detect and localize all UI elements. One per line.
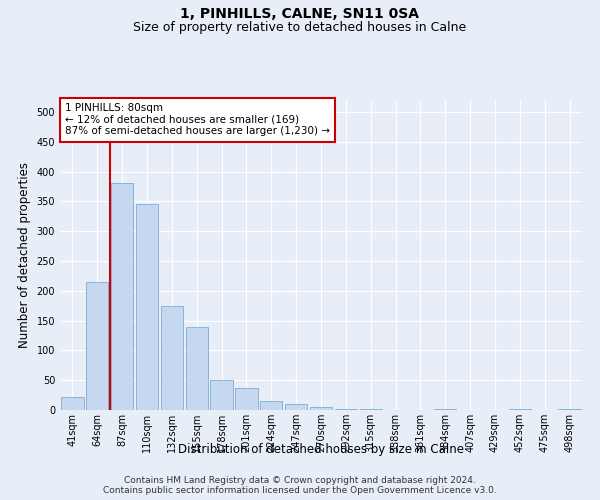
- Bar: [310, 407, 332, 410]
- Bar: [61, 397, 83, 410]
- Bar: [136, 204, 158, 410]
- Bar: [285, 404, 307, 410]
- Text: 1, PINHILLS, CALNE, SN11 0SA: 1, PINHILLS, CALNE, SN11 0SA: [181, 8, 419, 22]
- Bar: [211, 380, 233, 410]
- Bar: [260, 401, 283, 410]
- Bar: [185, 326, 208, 410]
- Bar: [111, 184, 133, 410]
- Text: Contains HM Land Registry data © Crown copyright and database right 2024.
Contai: Contains HM Land Registry data © Crown c…: [103, 476, 497, 495]
- Y-axis label: Number of detached properties: Number of detached properties: [18, 162, 31, 348]
- Bar: [235, 388, 257, 410]
- Text: Size of property relative to detached houses in Calne: Size of property relative to detached ho…: [133, 21, 467, 34]
- Text: 1 PINHILLS: 80sqm
← 12% of detached houses are smaller (169)
87% of semi-detache: 1 PINHILLS: 80sqm ← 12% of detached hous…: [65, 103, 330, 136]
- Text: Distribution of detached houses by size in Calne: Distribution of detached houses by size …: [178, 442, 464, 456]
- Bar: [86, 282, 109, 410]
- Bar: [161, 306, 183, 410]
